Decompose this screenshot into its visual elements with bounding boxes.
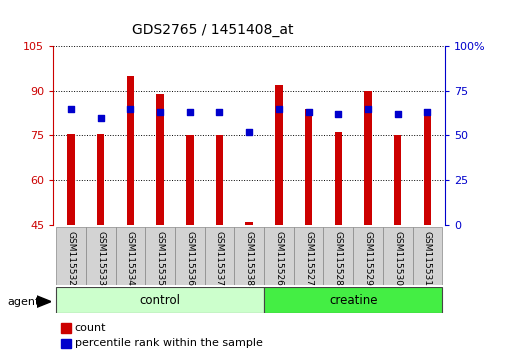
Text: GSM115531: GSM115531: [422, 231, 431, 286]
Bar: [245, 222, 252, 225]
Text: GSM115527: GSM115527: [304, 231, 313, 286]
Point: [274, 106, 282, 112]
Text: GSM115536: GSM115536: [185, 231, 194, 286]
Text: GSM115535: GSM115535: [155, 231, 164, 286]
FancyBboxPatch shape: [323, 227, 352, 285]
Bar: [215, 135, 223, 225]
FancyBboxPatch shape: [412, 227, 441, 285]
FancyBboxPatch shape: [56, 287, 264, 313]
Point: [245, 129, 253, 135]
Bar: [61, 323, 71, 333]
FancyBboxPatch shape: [86, 227, 115, 285]
FancyBboxPatch shape: [56, 227, 86, 285]
Bar: [364, 91, 371, 225]
Point: [126, 106, 134, 112]
Text: GSM115529: GSM115529: [363, 231, 372, 286]
Text: GSM115528: GSM115528: [333, 231, 342, 286]
Point: [423, 109, 431, 115]
Point: [393, 111, 401, 117]
Bar: [97, 134, 104, 225]
Text: count: count: [75, 323, 106, 333]
FancyBboxPatch shape: [382, 227, 412, 285]
Point: [215, 109, 223, 115]
FancyBboxPatch shape: [264, 227, 293, 285]
Bar: [126, 76, 134, 225]
FancyBboxPatch shape: [115, 227, 145, 285]
FancyBboxPatch shape: [145, 227, 175, 285]
Bar: [334, 132, 341, 225]
Text: GDS2765 / 1451408_at: GDS2765 / 1451408_at: [131, 23, 293, 37]
Text: GSM115532: GSM115532: [66, 231, 75, 286]
Bar: [186, 135, 193, 225]
Bar: [156, 94, 164, 225]
Polygon shape: [37, 296, 51, 307]
FancyBboxPatch shape: [264, 287, 441, 313]
Bar: [423, 112, 430, 225]
Bar: [275, 85, 282, 225]
Text: GSM115537: GSM115537: [215, 231, 224, 286]
Bar: [305, 109, 312, 225]
FancyBboxPatch shape: [352, 227, 382, 285]
Point: [67, 106, 75, 112]
FancyBboxPatch shape: [234, 227, 264, 285]
Point: [334, 111, 342, 117]
Point: [304, 109, 312, 115]
Point: [156, 109, 164, 115]
Text: GSM115533: GSM115533: [96, 231, 105, 286]
Text: percentile rank within the sample: percentile rank within the sample: [75, 338, 262, 348]
Text: GSM115530: GSM115530: [392, 231, 401, 286]
FancyBboxPatch shape: [293, 227, 323, 285]
Bar: [61, 339, 71, 348]
Text: GSM115526: GSM115526: [274, 231, 283, 286]
Text: agent: agent: [8, 297, 40, 307]
Text: GSM115534: GSM115534: [126, 231, 135, 286]
Text: creatine: creatine: [328, 293, 377, 307]
Bar: [67, 134, 75, 225]
Text: GSM115538: GSM115538: [244, 231, 253, 286]
FancyBboxPatch shape: [175, 227, 204, 285]
Point: [96, 115, 105, 120]
Point: [363, 106, 371, 112]
Text: control: control: [139, 293, 180, 307]
FancyBboxPatch shape: [204, 227, 234, 285]
Bar: [393, 135, 400, 225]
Point: [185, 109, 193, 115]
